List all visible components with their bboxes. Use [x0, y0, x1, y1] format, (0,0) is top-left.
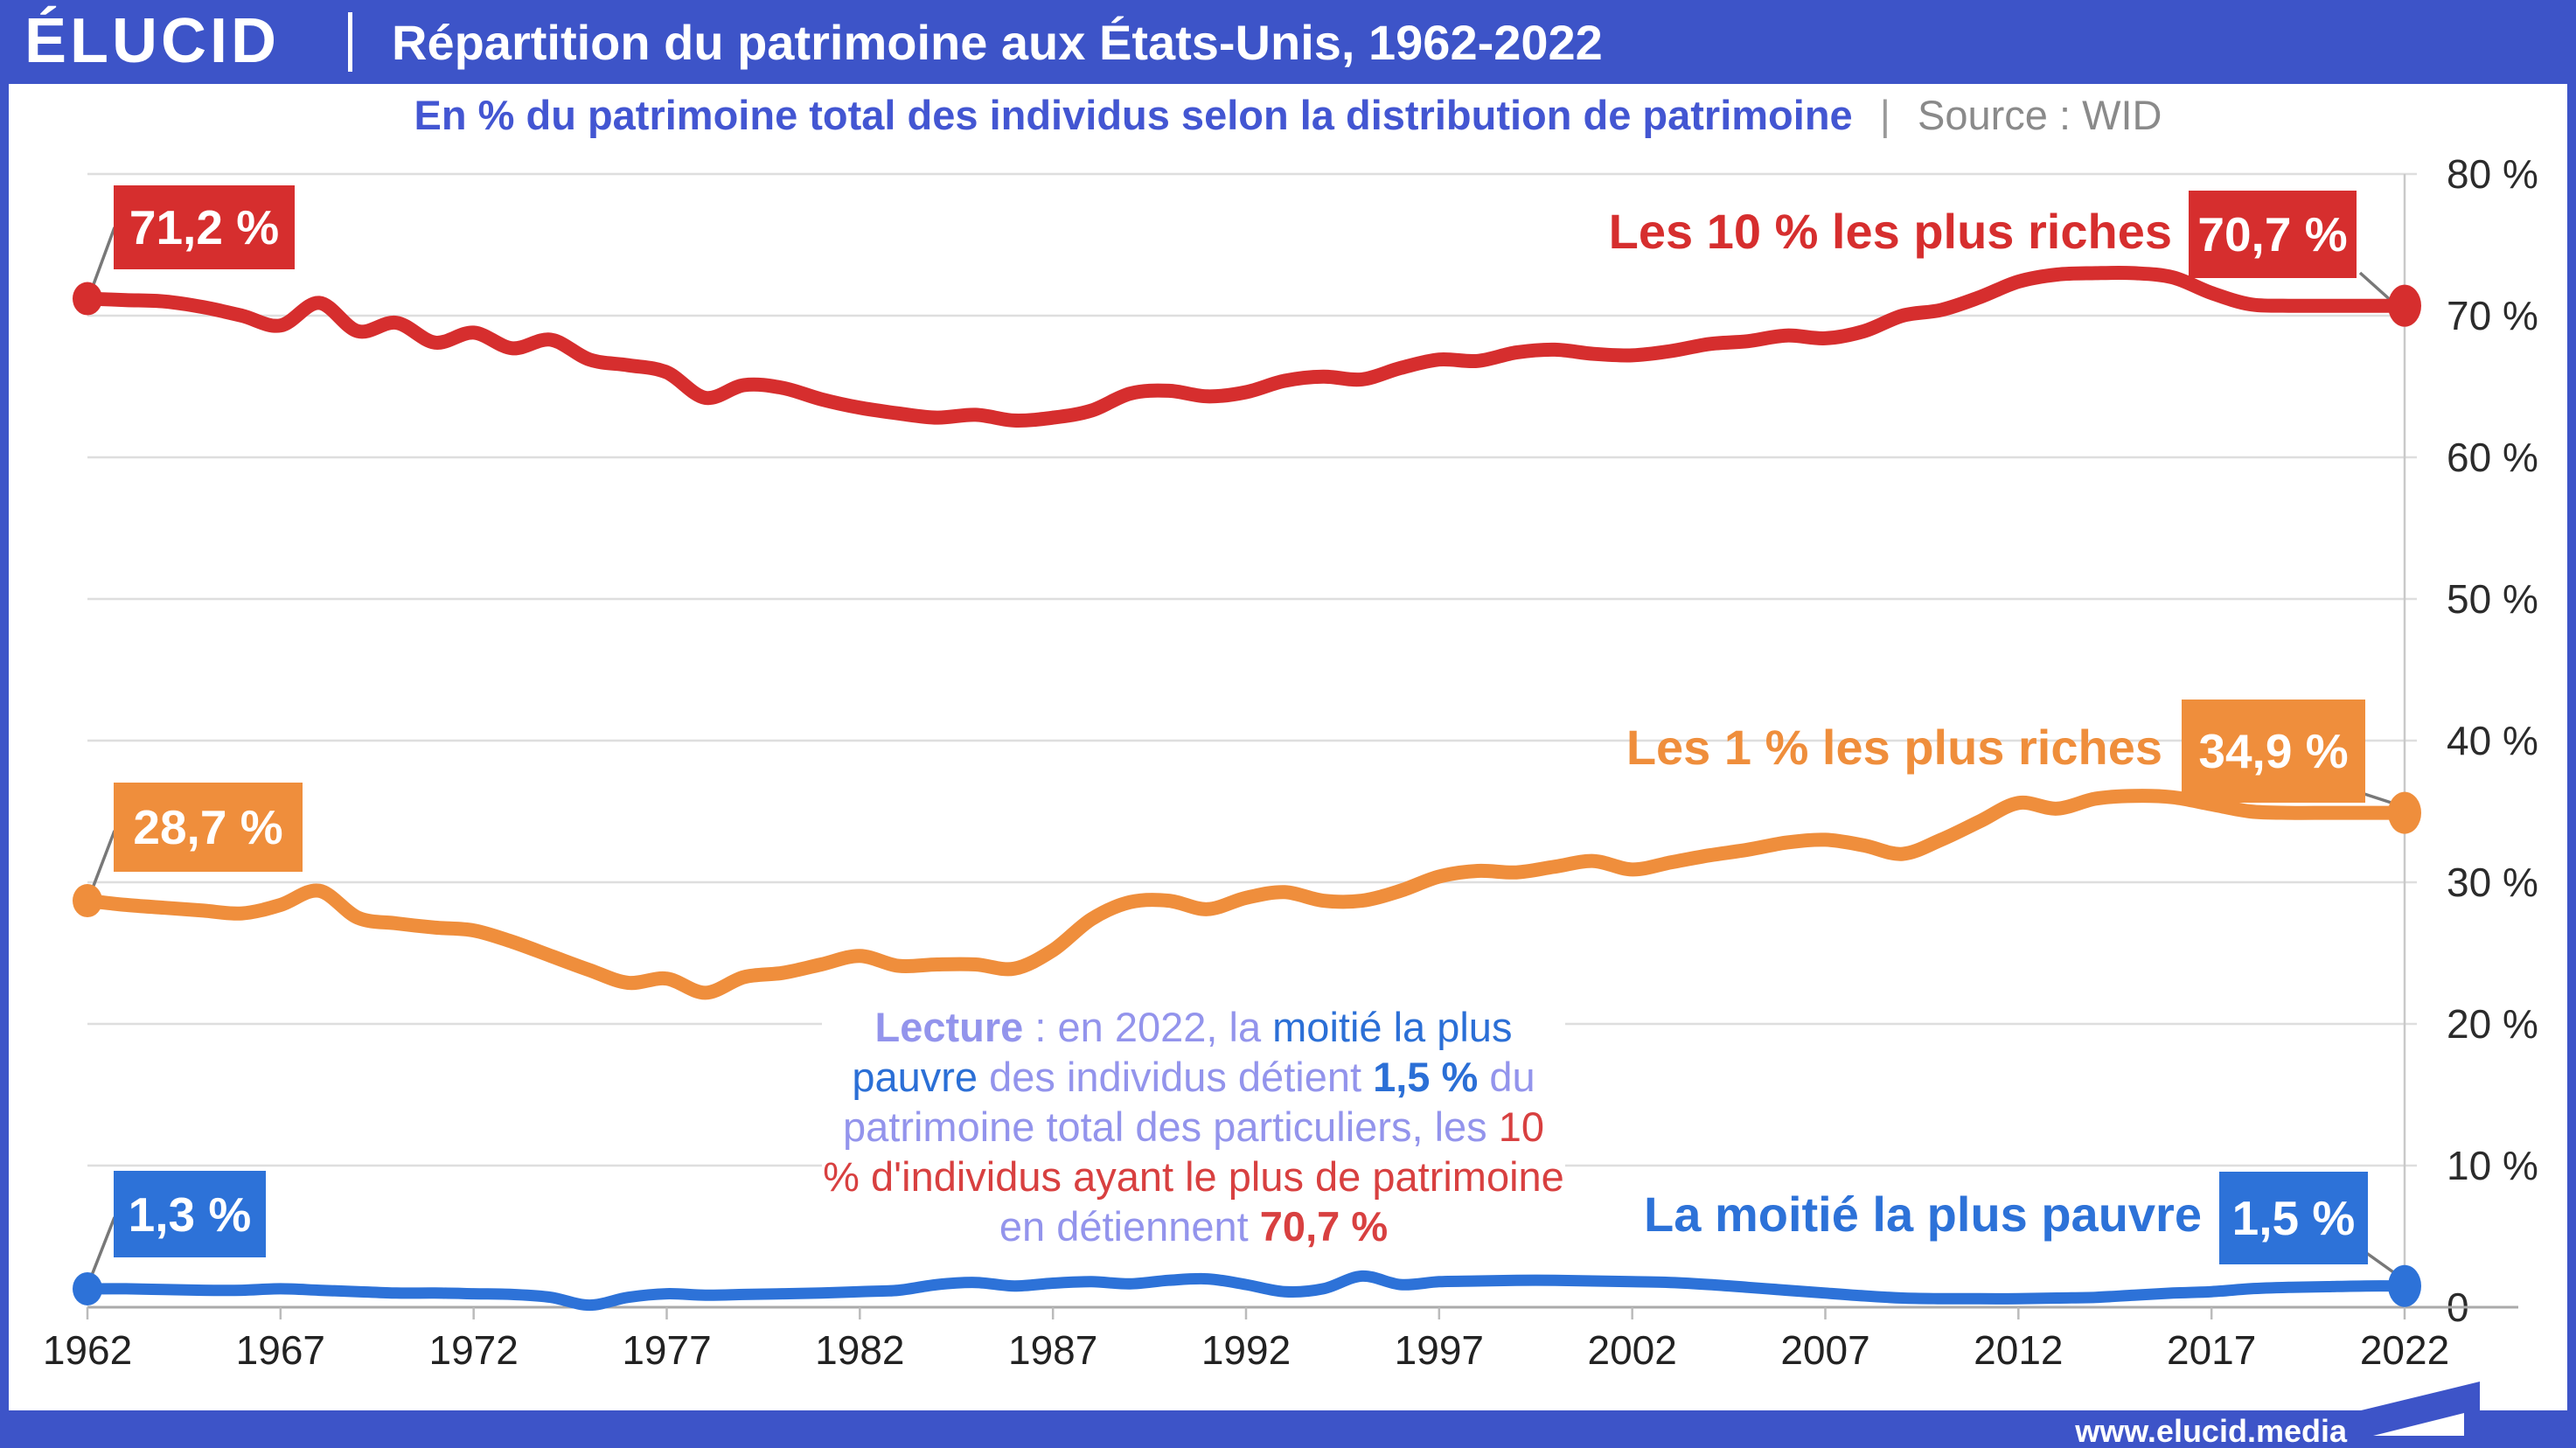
x-axis-tick-label: 1982 — [815, 1327, 904, 1373]
x-axis-tick-label: 1967 — [236, 1327, 325, 1373]
lecture-segment: 70,7 % — [1259, 1203, 1389, 1250]
top1-end-value-badge: 34,9 % — [2182, 700, 2365, 803]
y-axis-tick-label: 80 % — [2447, 151, 2538, 197]
series-start-dot-top10 — [73, 282, 102, 316]
lecture-annotation: Lecture : en 2022, la moitié la plus pau… — [822, 1002, 1565, 1251]
elucid-logo: ÉLUCID — [24, 6, 280, 76]
left-border — [0, 0, 9, 1448]
lecture-segment: Lecture — [874, 1004, 1024, 1050]
right-border — [2567, 0, 2576, 1448]
top10-end-value-badge: 70,7 % — [2189, 191, 2357, 278]
x-axis-tick-label: 2017 — [2167, 1327, 2256, 1373]
logo-separator — [348, 12, 352, 72]
y-axis-tick-label: 70 % — [2447, 293, 2538, 338]
y-axis-tick-label: 20 % — [2447, 1001, 2538, 1047]
series-line-bottom50 — [81, 1270, 2411, 1312]
y-axis-tick-label: 30 % — [2447, 860, 2538, 905]
lecture-segment: : en 2022, la — [1023, 1004, 1273, 1050]
series-end-dot-top1 — [2388, 791, 2421, 834]
lecture-segment: moitié la plus pauvre — [852, 1004, 1513, 1100]
series-line-top1 — [80, 789, 2412, 1000]
top10-start-value-badge: 71,2 % — [114, 185, 295, 269]
series-start-dot-top1 — [73, 884, 102, 918]
lecture-segment: 10 % d'individus ayant le plus de patrim… — [823, 1103, 1564, 1200]
header-bar: ÉLUCID Répartition du patrimoine aux Éta… — [0, 0, 2576, 84]
y-axis-tick-label: 60 % — [2447, 435, 2538, 480]
callout-connector-line — [88, 226, 116, 295]
lecture-segment: des individus détient — [978, 1054, 1374, 1100]
series-end-dot-bottom50 — [2388, 1264, 2421, 1307]
bottom50-start-value-badge: 1,3 % — [114, 1171, 266, 1257]
top10-series-label: Les 10 % les plus riches — [1608, 204, 2172, 259]
x-axis-tick-label: 1992 — [1201, 1327, 1291, 1373]
x-axis-tick-label: 1977 — [622, 1327, 711, 1373]
top1-series-label: Les 1 % les plus riches — [1626, 720, 2162, 775]
lecture-segment: du patrimoine total des particuliers, le… — [842, 1054, 1535, 1150]
x-axis-tick-label: 1972 — [428, 1327, 518, 1373]
series-line-top10 — [80, 265, 2412, 428]
subtitle-separator: | — [1879, 92, 1890, 138]
x-axis-tick-label: 2012 — [1974, 1327, 2063, 1373]
y-axis-tick-label: 50 % — [2447, 576, 2538, 622]
x-axis-tick-label: 1987 — [1008, 1327, 1097, 1373]
subtitle-row: En % du patrimoine total des individus s… — [0, 91, 2576, 139]
x-axis-tick-label: 1997 — [1395, 1327, 1484, 1373]
top1-start-value-badge: 28,7 % — [114, 783, 303, 872]
page-title: Répartition du patrimoine aux États-Unis… — [392, 15, 1603, 70]
y-axis-tick-label: 40 % — [2447, 718, 2538, 763]
footer-bar: www.elucid.media — [0, 1410, 2576, 1448]
x-axis-tick-label: 2007 — [1780, 1327, 1869, 1373]
bottom50-end-value-badge: 1,5 % — [2219, 1172, 2368, 1264]
x-axis-tick-label: 1962 — [43, 1327, 132, 1373]
footer-url: www.elucid.media — [2075, 1413, 2347, 1448]
x-axis-tick-label: 2022 — [2360, 1327, 2449, 1373]
callout-connector-line — [87, 1216, 116, 1283]
x-axis-tick-label: 2002 — [1587, 1327, 1676, 1373]
series-end-dot-top10 — [2388, 284, 2421, 327]
source-label: Source : WID — [1918, 92, 2162, 138]
lecture-segment: en détiennent — [999, 1203, 1260, 1250]
series-start-dot-bottom50 — [73, 1271, 102, 1305]
subtitle-text: En % du patrimoine total des individus s… — [414, 92, 1853, 138]
bottom50-series-label: La moitié la plus pauvre — [1644, 1187, 2202, 1242]
lecture-segment: 1,5 % — [1373, 1054, 1479, 1100]
y-axis-tick-label: 10 % — [2447, 1143, 2538, 1188]
